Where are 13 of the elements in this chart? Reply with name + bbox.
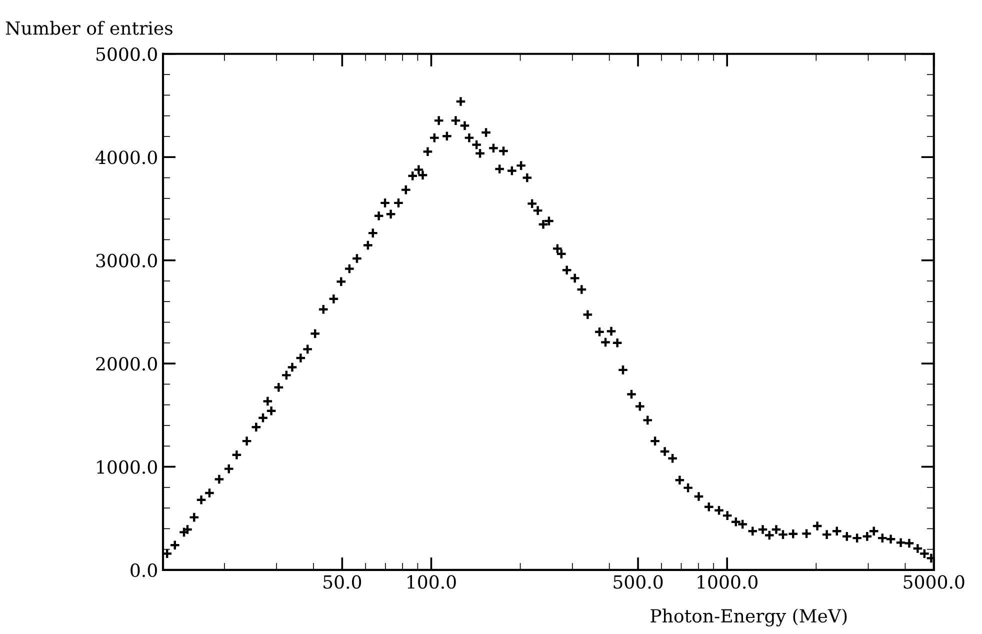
y-tick-label: 3000.0: [96, 254, 157, 268]
x-tick-label: 1000.0: [698, 575, 758, 589]
y-tick-label: 0.0: [130, 563, 157, 578]
y-tick-label: 4000.0: [96, 150, 157, 164]
y-axis-title: Number of entries: [6, 20, 172, 35]
x-axis-title: Photon-Energy (MeV): [650, 608, 847, 626]
y-tick-label: 2000.0: [96, 356, 157, 371]
y-tick-label: 1000.0: [97, 460, 157, 474]
x-tick-label: 500.0: [614, 575, 663, 589]
x-tick-label: 5000.0: [904, 575, 964, 589]
y-tick-label: 5000.0: [96, 47, 157, 62]
x-tick-label: 50.0: [324, 575, 362, 589]
x-tick-label: 100.0: [408, 575, 456, 589]
